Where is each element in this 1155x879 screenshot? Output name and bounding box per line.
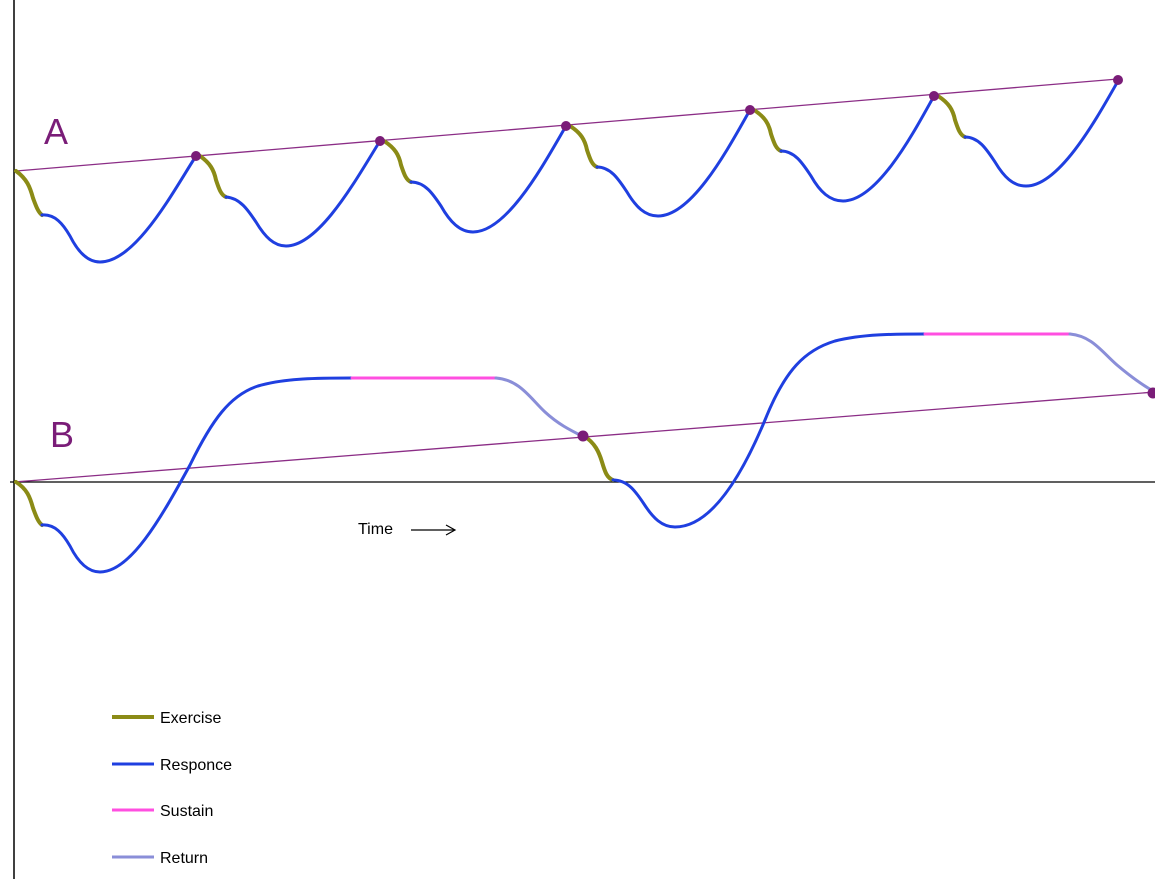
- exercise-segment: [752, 108, 783, 153]
- time-arrow-icon: [411, 524, 457, 536]
- exercise-segment: [582, 434, 615, 482]
- exercise-segment: [382, 139, 413, 184]
- training-marker: [375, 136, 385, 146]
- training-marker: [929, 91, 939, 101]
- exercise-segment: [14, 169, 44, 217]
- panel-b-label: B: [50, 414, 74, 455]
- response-segment: [409, 124, 568, 234]
- legend-label-sustain: Sustain: [160, 803, 213, 820]
- legend-item-return: Return: [112, 850, 208, 867]
- legend-item-response: Responce: [112, 757, 232, 774]
- legend-item-exercise: Exercise: [112, 710, 221, 727]
- response-segment: [611, 332, 927, 529]
- legend: Exercise Responce Sustain Return: [112, 710, 232, 867]
- return-segment: [494, 376, 584, 438]
- training-marker: [191, 151, 201, 161]
- panel-a-cycles: [14, 79, 1120, 264]
- time-axis-label: Time: [358, 521, 393, 538]
- response-segment: [40, 154, 198, 264]
- exercise-segment: [198, 154, 228, 199]
- exercise-segment: [14, 480, 44, 527]
- exercise-segment: [936, 94, 967, 139]
- legend-label-exercise: Exercise: [160, 710, 221, 727]
- response-segment: [40, 376, 354, 574]
- training-marker: [577, 430, 589, 442]
- training-marker: [561, 121, 571, 131]
- panel-a-label: A: [44, 111, 68, 152]
- panel-b-markers: [577, 387, 1155, 442]
- return-segment: [1068, 332, 1155, 394]
- response-segment: [963, 79, 1120, 188]
- response-segment: [595, 108, 752, 218]
- training-marker: [1113, 75, 1123, 85]
- training-marker: [745, 105, 755, 115]
- legend-label-return: Return: [160, 850, 208, 867]
- response-segment: [224, 139, 382, 248]
- exercise-segment: [568, 124, 599, 169]
- panel-b-cycles: [14, 332, 1155, 574]
- legend-label-response: Responce: [160, 757, 232, 774]
- panel-a-markers: [191, 75, 1123, 161]
- legend-item-sustain: Sustain: [112, 803, 213, 820]
- response-segment: [779, 94, 936, 203]
- training-marker: [1147, 387, 1155, 399]
